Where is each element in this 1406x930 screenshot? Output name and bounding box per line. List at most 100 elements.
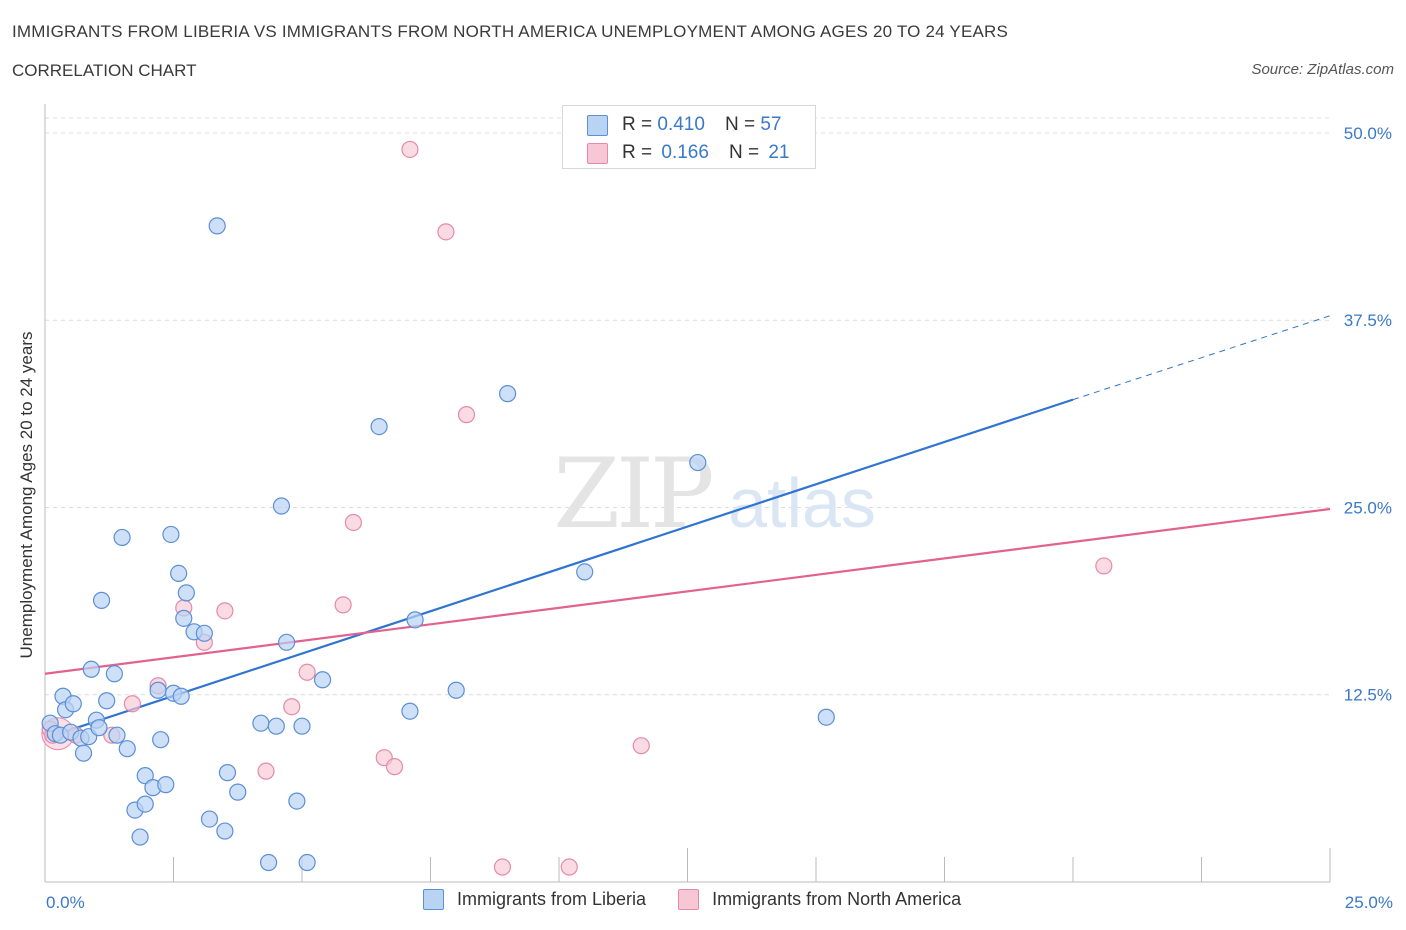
data-point-liberia bbox=[82, 660, 100, 678]
data-point-north-america bbox=[344, 513, 362, 532]
legend-n-label: N = bbox=[724, 114, 756, 135]
data-point-liberia bbox=[200, 810, 219, 828]
watermark-zip: ZIP bbox=[553, 438, 712, 550]
legend-r-label: R = bbox=[622, 114, 653, 135]
data-point-liberia bbox=[92, 591, 111, 609]
data-point-liberia bbox=[136, 767, 154, 785]
series-swatch-north-america bbox=[678, 889, 700, 910]
legend-r-value: 0.410 bbox=[657, 114, 705, 135]
data-point-liberia bbox=[277, 633, 296, 651]
data-point-north-america bbox=[493, 858, 512, 876]
data-point-liberia bbox=[272, 497, 291, 515]
data-point-north-america bbox=[283, 698, 301, 716]
data-point-liberia bbox=[689, 453, 707, 472]
data-point-north-america bbox=[257, 762, 275, 780]
data-point-liberia bbox=[195, 624, 213, 642]
legend-row-north-america: R = 0.166 N = 21 bbox=[587, 141, 789, 165]
data-point-liberia bbox=[259, 853, 278, 872]
data-point-liberia bbox=[576, 563, 594, 581]
data-point-liberia bbox=[162, 525, 180, 544]
data-point-north-america bbox=[123, 695, 141, 713]
x-tick-label: 0.0% bbox=[46, 893, 85, 912]
legend-swatch-north-america bbox=[587, 142, 608, 164]
data-point-liberia bbox=[152, 731, 170, 749]
data-point-liberia bbox=[216, 822, 234, 840]
data-point-liberia bbox=[90, 719, 108, 737]
y-tick-label: 12.5% bbox=[1344, 686, 1392, 705]
data-point-liberia bbox=[218, 764, 237, 782]
trend-lines bbox=[44, 315, 1331, 740]
data-point-liberia bbox=[288, 792, 306, 810]
legend-swatch-liberia bbox=[587, 114, 608, 136]
data-point-liberia bbox=[149, 681, 167, 699]
data-point-north-america bbox=[385, 758, 404, 776]
data-point-liberia bbox=[64, 695, 82, 713]
legend-row-liberia: R = 0.410 N = 57 bbox=[587, 113, 781, 137]
source-note: Source: ZipAtlas.com bbox=[1251, 61, 1394, 78]
data-point-north-america bbox=[632, 737, 650, 755]
chart-title: IMMIGRANTS FROM LIBERIA VS IMMIGRANTS FR… bbox=[12, 22, 1009, 41]
data-point-liberia bbox=[406, 611, 424, 629]
data-point-liberia bbox=[447, 681, 465, 699]
data-point-liberia bbox=[136, 795, 154, 813]
data-point-liberia bbox=[157, 776, 175, 794]
correlation-legend: R = 0.410 N = 57 R = 0.166 N = 21 bbox=[562, 105, 816, 169]
legend-n-label: N = bbox=[728, 142, 760, 163]
data-point-liberia bbox=[170, 564, 188, 583]
data-point-liberia bbox=[401, 702, 419, 720]
data-point-north-america bbox=[334, 596, 352, 614]
y-axis-label: Unemployment Among Ages 20 to 24 years bbox=[17, 331, 36, 659]
data-point-liberia bbox=[74, 744, 93, 762]
data-point-liberia bbox=[267, 717, 285, 735]
data-point-liberia bbox=[175, 609, 193, 627]
axes bbox=[44, 104, 1331, 883]
grid-lines bbox=[45, 117, 1330, 696]
x-tick-label: 25.0% bbox=[1345, 893, 1393, 912]
y-tick-label: 37.5% bbox=[1344, 311, 1392, 330]
data-point-liberia bbox=[208, 217, 226, 235]
data-point-north-america bbox=[457, 406, 476, 424]
data-point-liberia bbox=[252, 714, 270, 732]
chart-subtitle: CORRELATION CHART bbox=[12, 61, 197, 80]
data-point-liberia bbox=[98, 692, 116, 710]
data-point-north-america bbox=[401, 140, 419, 159]
data-point-liberia bbox=[118, 740, 136, 758]
data-point-liberia bbox=[105, 665, 123, 683]
data-point-north-america bbox=[1095, 557, 1113, 575]
data-point-liberia bbox=[293, 717, 311, 735]
series-legend-item-liberia: Immigrants from Liberia bbox=[423, 889, 646, 910]
data-point-liberia bbox=[113, 528, 131, 547]
data-point-liberia bbox=[499, 385, 517, 403]
series-legend-label: Immigrants from Liberia bbox=[457, 889, 647, 909]
data-point-liberia bbox=[131, 828, 149, 846]
y-tick-label: 25.0% bbox=[1344, 498, 1392, 517]
data-point-liberia bbox=[370, 417, 388, 436]
data-point-north-america bbox=[216, 602, 234, 620]
data-point-liberia bbox=[172, 687, 190, 705]
series-legend-item-north-america: Immigrants from North America bbox=[678, 889, 961, 910]
watermark-atlas: atlas bbox=[728, 464, 876, 542]
data-point-north-america bbox=[437, 223, 455, 241]
legend-n-value: 21 bbox=[768, 142, 790, 163]
data-point-liberia bbox=[298, 853, 316, 872]
data-points bbox=[41, 140, 1113, 876]
legend-n-value: 57 bbox=[760, 114, 782, 135]
data-point-liberia bbox=[177, 584, 195, 602]
data-point-north-america bbox=[298, 663, 316, 681]
series-legend-label: Immigrants from North America bbox=[712, 889, 962, 909]
watermark: ZIP atlas bbox=[553, 438, 876, 550]
trend-line-liberia bbox=[44, 398, 1074, 740]
data-point-liberia bbox=[108, 726, 126, 744]
data-point-north-america bbox=[560, 858, 578, 876]
tick-labels: 12.5% 25.0% 37.5% 50.0% 0.0% 25.0% bbox=[46, 124, 1393, 912]
data-point-liberia bbox=[313, 671, 332, 689]
data-point-liberia bbox=[817, 708, 835, 726]
series-swatch-liberia bbox=[423, 889, 444, 910]
data-point-liberia bbox=[229, 783, 247, 801]
legend-r-label: R = bbox=[622, 142, 653, 163]
y-tick-label: 50.0% bbox=[1344, 124, 1392, 143]
trend-line-north-america bbox=[44, 507, 1331, 675]
series-legend: Immigrants from Liberia Immigrants from … bbox=[423, 889, 993, 910]
legend-r-value: 0.166 bbox=[661, 142, 709, 163]
